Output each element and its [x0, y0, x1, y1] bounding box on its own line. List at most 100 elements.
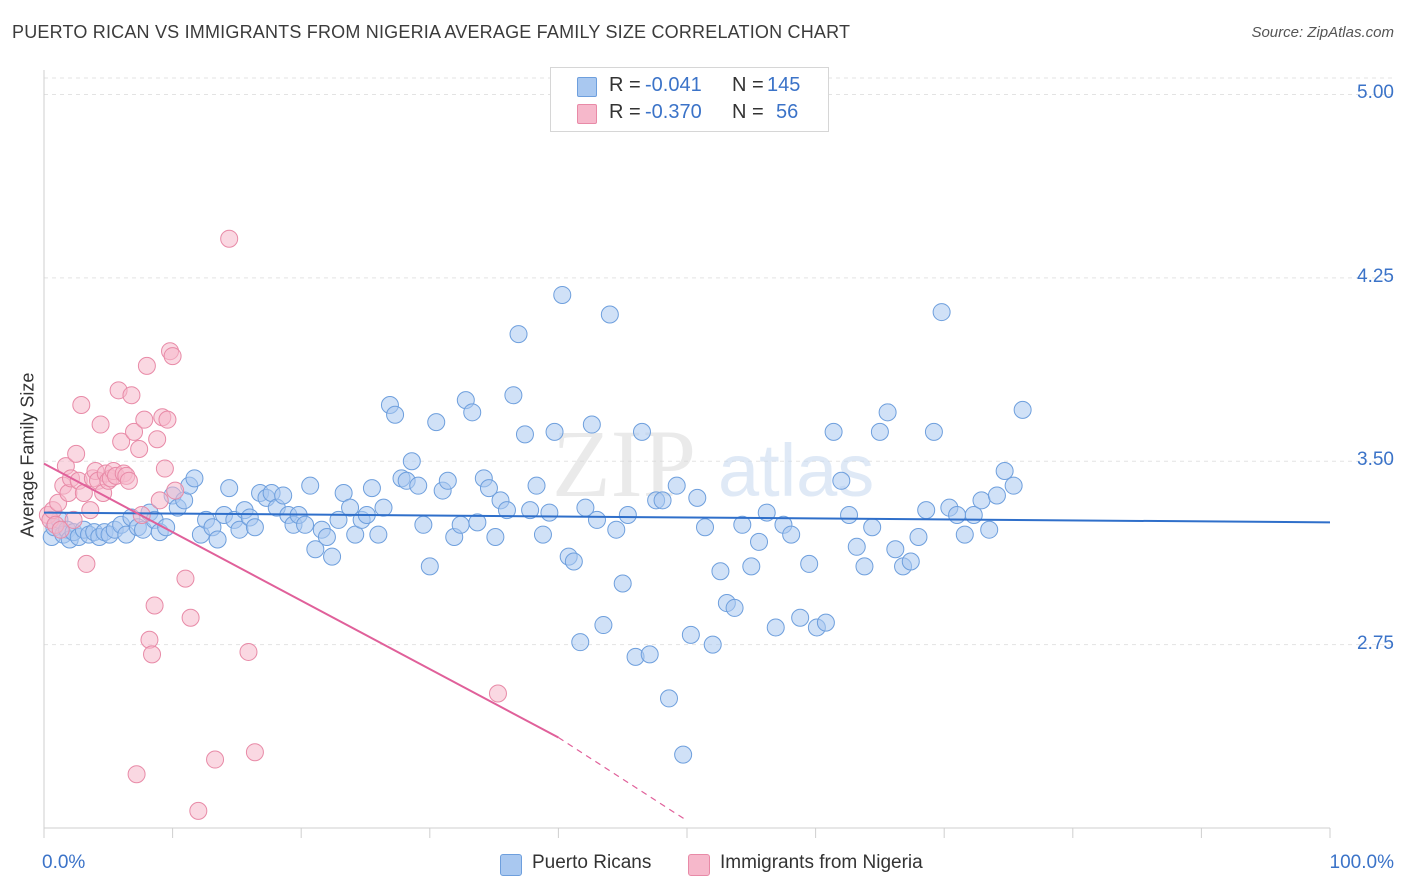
chart-title: PUERTO RICAN VS IMMIGRANTS FROM NIGERIA …: [12, 22, 851, 42]
nigeria-point: [64, 510, 83, 529]
axes: [43, 70, 1331, 838]
series-puerto-ricans: [42, 285, 1032, 764]
trend-lines: [43, 462, 1331, 822]
n-label: N =: [732, 74, 764, 96]
puerto-ricans-point: [955, 525, 974, 544]
nigeria-point: [112, 432, 131, 451]
puerto-ricans-point: [594, 616, 613, 635]
puerto-ricans-point: [901, 552, 920, 571]
puerto-ricans-point: [414, 515, 433, 534]
trend-line-nigeria: [43, 462, 559, 739]
puerto-ricans-point: [696, 518, 715, 537]
puerto-ricans-point: [341, 498, 360, 517]
nigeria-point: [51, 520, 70, 539]
nigeria-point: [155, 459, 174, 478]
nigeria-point: [189, 801, 208, 820]
puerto-ricans-point: [688, 488, 707, 507]
nigeria-point: [150, 491, 169, 510]
gridlines: [44, 77, 1392, 646]
puerto-ricans-point: [296, 515, 315, 534]
puerto-ricans-point: [674, 745, 693, 764]
swatch-blue: [577, 77, 597, 97]
puerto-ricans-point: [274, 486, 293, 505]
puerto-ricans-point: [932, 303, 951, 322]
nigeria-point: [125, 422, 144, 441]
puerto-ricans-point: [703, 635, 722, 654]
puerto-ricans-point: [564, 552, 583, 571]
nigeria-point: [81, 501, 100, 520]
puerto-ricans-point: [832, 471, 851, 490]
n-value: 145: [767, 74, 801, 96]
puerto-ricans-point: [725, 598, 744, 617]
puerto-ricans-point: [733, 515, 752, 534]
puerto-ricans-point: [711, 562, 730, 581]
nigeria-point: [148, 430, 167, 449]
puerto-ricans-point: [948, 506, 967, 525]
nigeria-point: [67, 444, 86, 463]
puerto-ricans-point: [306, 540, 325, 559]
nigeria-point: [206, 750, 225, 769]
puerto-ricans-point: [886, 540, 905, 559]
puerto-ricans-point: [987, 486, 1006, 505]
nigeria-point: [145, 596, 164, 615]
n-value: 56: [776, 101, 799, 123]
puerto-ricans-point: [618, 506, 637, 525]
puerto-ricans-point: [468, 513, 487, 532]
puerto-ricans-point: [972, 491, 991, 510]
puerto-ricans-point: [451, 515, 470, 534]
puerto-ricans-point: [791, 608, 810, 627]
puerto-ricans-point: [917, 501, 936, 520]
puerto-ricans-point: [527, 476, 546, 495]
puerto-ricans-point: [504, 386, 523, 405]
puerto-ricans-point: [157, 518, 176, 537]
legend-swatch-pink: [688, 854, 710, 876]
puerto-ricans-point: [667, 476, 686, 495]
puerto-ricans-point: [245, 518, 264, 537]
trend-line-puerto-ricans: [43, 511, 1331, 524]
puerto-ricans-point: [540, 503, 559, 522]
nigeria-point: [488, 684, 507, 703]
puerto-ricans-point: [909, 528, 928, 547]
series-immigrants-from-nigeria: [38, 229, 507, 820]
puerto-ricans-point: [515, 425, 534, 444]
puerto-ricans-point: [840, 506, 859, 525]
nigeria-point: [91, 415, 110, 434]
puerto-ricans-point: [847, 537, 866, 556]
r-value: -0.041: [645, 74, 702, 96]
puerto-ricans-point: [463, 403, 482, 422]
nigeria-point: [137, 356, 156, 375]
puerto-ricans-point: [571, 633, 590, 652]
nigeria-point: [72, 395, 91, 414]
y-tick-label: 2.75: [1357, 632, 1394, 654]
nigeria-point: [158, 410, 177, 429]
puerto-ricans-point: [317, 528, 336, 547]
watermark-zip: ZIP: [552, 410, 696, 517]
puerto-ricans-point: [587, 510, 606, 529]
nigeria-point: [245, 743, 264, 762]
y-tick-label: 3.50: [1357, 449, 1394, 471]
nigeria-point: [135, 410, 154, 429]
puerto-ricans-point: [402, 452, 421, 471]
puerto-ricans-point: [1004, 476, 1023, 495]
nigeria-point: [119, 471, 138, 490]
r-label: R =: [609, 101, 641, 123]
nigeria-point: [239, 642, 258, 661]
puerto-ricans-point: [553, 285, 572, 304]
puerto-ricans-point: [362, 479, 381, 498]
nigeria-point: [130, 440, 149, 458]
puerto-ricans-point: [995, 462, 1014, 481]
puerto-ricans-point: [533, 525, 552, 544]
stats-legend: R = -0.041 N = 145 R = -0.370 N = 56: [550, 67, 829, 132]
nigeria-point: [166, 481, 185, 500]
nigeria-point: [220, 229, 239, 248]
puerto-ricans-point: [427, 413, 446, 432]
puerto-ricans-point: [479, 479, 498, 498]
puerto-ricans-point: [750, 532, 769, 551]
x-tick-label-min: 0.0%: [42, 852, 86, 873]
nigeria-point: [77, 554, 96, 573]
puerto-ricans-point: [420, 557, 439, 576]
puerto-ricans-point: [878, 403, 897, 422]
puerto-ricans-point: [870, 422, 889, 441]
puerto-ricans-point: [653, 491, 672, 510]
